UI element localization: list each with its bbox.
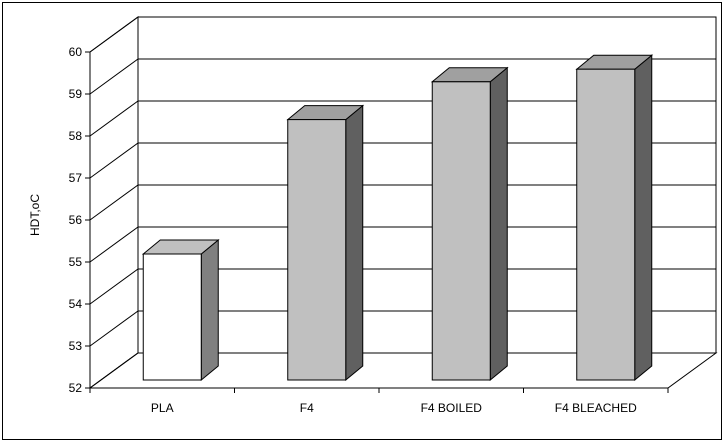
y-tick-label: 59 — [69, 87, 83, 101]
x-tick-label: F4 BLEACHED — [555, 401, 637, 415]
bar-front-face — [142, 253, 202, 381]
bar-front-face — [431, 81, 491, 381]
gridline — [89, 268, 716, 305]
y-tick-label: 58 — [69, 129, 83, 143]
bar — [575, 54, 654, 382]
gridline — [89, 226, 716, 263]
gridline — [89, 142, 716, 179]
bar — [141, 238, 220, 382]
y-tick-label: 55 — [69, 255, 83, 269]
x-tick-label: F4 — [300, 401, 314, 415]
gridline — [89, 58, 716, 95]
gridlines — [89, 16, 716, 389]
bar-side-face — [200, 238, 219, 382]
bar-side-face — [634, 54, 653, 382]
gridline — [89, 100, 716, 137]
bar-side-face — [489, 66, 508, 382]
bars — [141, 54, 654, 382]
y-tick-label: 52 — [69, 381, 83, 395]
bar-front-face — [576, 68, 636, 381]
bar — [430, 66, 509, 382]
gridline — [89, 352, 716, 389]
x-tick-label: F4 BOILED — [421, 401, 483, 415]
y-axis-ticks: 52 53 54 55 56 57 58 59 60 — [69, 45, 90, 395]
y-tick-label: 56 — [69, 213, 83, 227]
y-tick-label: 57 — [69, 171, 83, 185]
x-tick-label: PLA — [151, 401, 174, 415]
bar — [286, 104, 365, 382]
y-tick-label: 53 — [69, 339, 83, 353]
x-axis-ticks: PLA F4 F4 BOILED F4 BLEACHED — [89, 388, 669, 415]
y-axis-title: HDT,oC — [28, 194, 42, 236]
gridline — [89, 184, 716, 221]
gridline — [89, 16, 716, 53]
bar-side-face — [345, 104, 364, 382]
bar-front-face — [287, 119, 347, 381]
y-tick-label: 60 — [69, 45, 83, 59]
y-tick-label: 54 — [69, 297, 83, 311]
gridline — [89, 310, 716, 347]
